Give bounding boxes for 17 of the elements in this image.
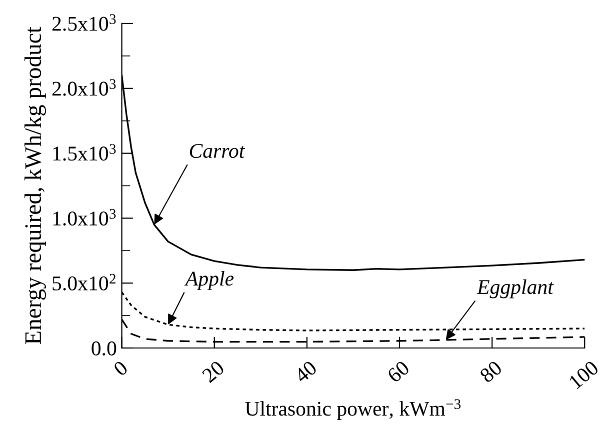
- annotation: Eggplant: [476, 279, 554, 298]
- y-tick-label: 2.5x10$^{3}$: [52, 14, 116, 31]
- annotation: Carrot: [190, 144, 246, 158]
- y-tick-label: 5.0x10$^{2}$: [52, 274, 116, 291]
- x-axis-title: Ultrasonic power, kWm$^{−3}$: [245, 399, 461, 420]
- y-tick-label: 1.5x10$^{3}$: [53, 144, 116, 161]
- y-tick-label: 0.0: [92, 341, 116, 356]
- x-tick-label: 20: [201, 360, 226, 384]
- x-tick-label: 0: [112, 360, 129, 377]
- annotation: Apple: [184, 271, 234, 290]
- y-tick-label: 2.0x10$^{3}$: [52, 79, 116, 96]
- x-tick-label: 100: [568, 360, 600, 390]
- y-axis-title: Energy required, kWh/kg product: [24, 26, 46, 344]
- x-tick-label: 40: [294, 360, 318, 384]
- y-tick-label: 1.0x10$^{3}$: [53, 208, 116, 226]
- x-tick-label: 80: [479, 360, 503, 384]
- x-tick-label: 60: [386, 360, 410, 384]
